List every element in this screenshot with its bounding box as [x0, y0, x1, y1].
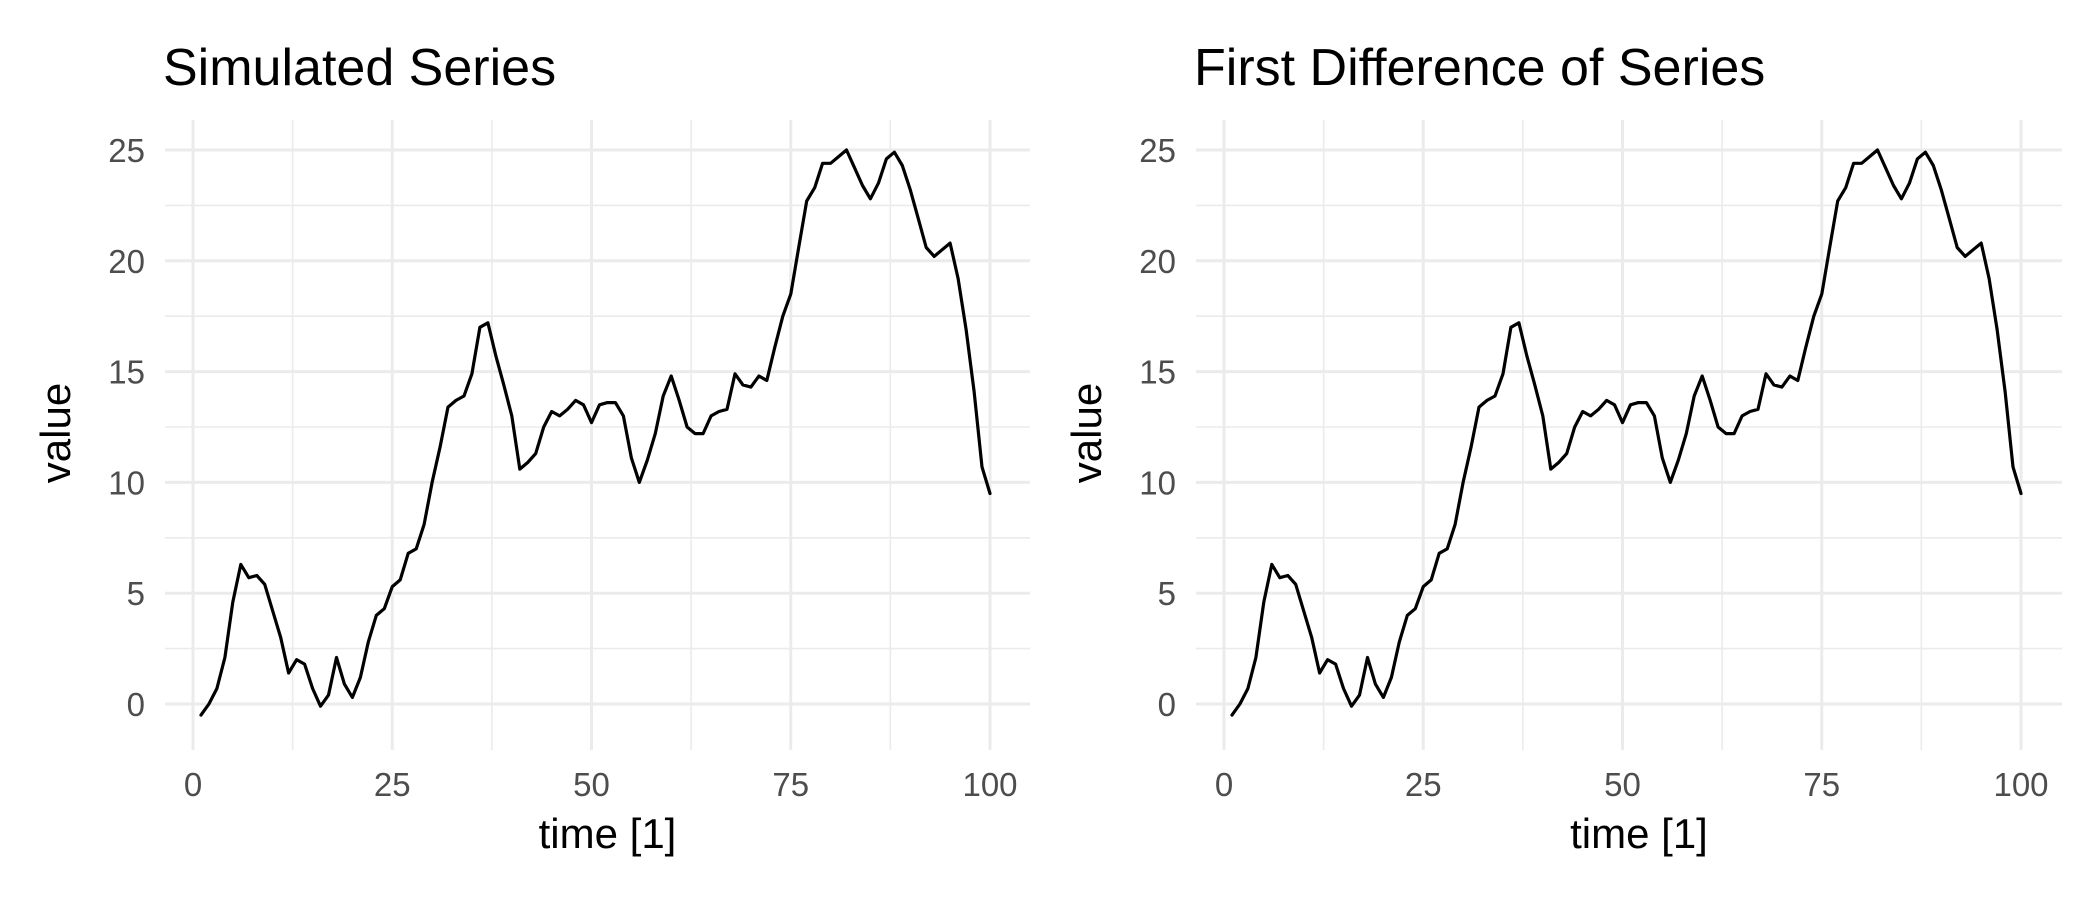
chart-title: First Difference of Series	[1194, 39, 1765, 97]
y-tick-label: 20	[108, 243, 145, 280]
panel-first-difference: 0 25 50 75 100 0 5 10 15 20 25 First Difference of …	[1063, 39, 2062, 857]
y-tick-label: 10	[1139, 464, 1176, 501]
x-tick-label: 0	[184, 766, 202, 803]
x-tick-label: 75	[1803, 766, 1840, 803]
x-tick-label: 75	[772, 766, 809, 803]
y-axis-label: value	[1063, 383, 1110, 483]
y-tick-label: 10	[108, 464, 145, 501]
y-tick-label: 20	[1139, 243, 1176, 280]
y-tick-label: 25	[108, 132, 145, 169]
x-tick-label: 100	[962, 766, 1017, 803]
x-tick-label: 0	[1215, 766, 1233, 803]
x-axis-label: time [1]	[539, 810, 677, 857]
y-tick-label: 15	[108, 354, 145, 391]
y-tick-label: 0	[127, 686, 145, 723]
y-axis-label: value	[32, 383, 79, 483]
x-axis-label: time [1]	[1570, 810, 1708, 857]
x-tick-label: 50	[1604, 766, 1641, 803]
x-tick-label: 25	[1405, 766, 1442, 803]
x-tick-label: 100	[1993, 766, 2048, 803]
series-line	[199, 148, 992, 717]
y-tick-label: 5	[127, 575, 145, 612]
y-tick-label: 15	[1139, 354, 1176, 391]
x-tick-label: 25	[374, 766, 411, 803]
chart-title: Simulated Series	[163, 39, 556, 97]
series-line	[1230, 148, 2023, 717]
y-tick-label: 0	[1158, 686, 1176, 723]
panel-simulated-series: 0 25 50 75 100 0 5 10 15 20 25 Simulated Series time…	[32, 39, 1030, 857]
x-tick-label: 50	[573, 766, 610, 803]
y-tick-label: 25	[1139, 132, 1176, 169]
y-tick-label: 5	[1158, 575, 1176, 612]
